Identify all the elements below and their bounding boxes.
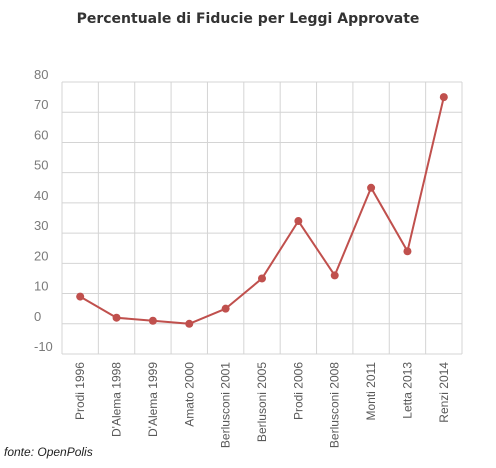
data-point	[76, 292, 85, 301]
data-point	[367, 183, 376, 192]
x-tick-label: Berlusoni 2005	[255, 362, 269, 442]
data-point	[258, 274, 266, 283]
y-tick-label: -10	[34, 339, 53, 354]
y-tick-label: 70	[34, 97, 48, 112]
y-tick-label: 80	[34, 67, 48, 82]
x-tick-label: Berlusconi 2008	[328, 362, 342, 448]
y-tick-label: 10	[34, 279, 48, 294]
data-point	[185, 319, 194, 328]
x-tick-label: Letta 2013	[400, 362, 414, 419]
data-point	[439, 93, 448, 102]
data-point	[403, 247, 412, 256]
data-point	[148, 316, 157, 325]
y-tick-label: 60	[34, 127, 48, 142]
y-axis-ticks: 80 70 60 50 40 30 20 10 0 -10	[34, 67, 53, 354]
data-point	[330, 271, 339, 280]
source-note: fonte: OpenPolis	[4, 445, 93, 459]
y-tick-label: 0	[34, 309, 41, 324]
y-tick-label: 30	[34, 218, 48, 233]
x-tick-label: Prodi 1996	[73, 362, 87, 420]
x-tick-label: D'Alema 1998	[110, 362, 124, 437]
y-tick-label: 40	[34, 188, 48, 203]
x-tick-label: Prodi 2006	[291, 362, 305, 420]
y-tick-label: 20	[34, 248, 48, 263]
x-axis-ticks: Prodi 1996 D'Alema 1998 D'Alema 1999 Amato …	[73, 362, 451, 448]
data-point	[112, 313, 121, 322]
x-tick-label: Renzi 2014	[437, 362, 451, 423]
x-tick-label: Berlusconi 2001	[219, 362, 233, 448]
x-tick-label: D'Alema 1999	[146, 362, 160, 437]
gridlines	[61, 81, 463, 355]
series-group	[76, 93, 448, 328]
x-tick-label: Amato 2000	[182, 362, 196, 427]
data-point	[221, 304, 230, 313]
x-tick-label: Monti 2011	[364, 362, 378, 421]
chart-title: Percentuale di Fiducie per Leggi Approva…	[77, 11, 420, 27]
y-tick-label: 50	[34, 158, 48, 173]
data-point	[294, 217, 303, 226]
